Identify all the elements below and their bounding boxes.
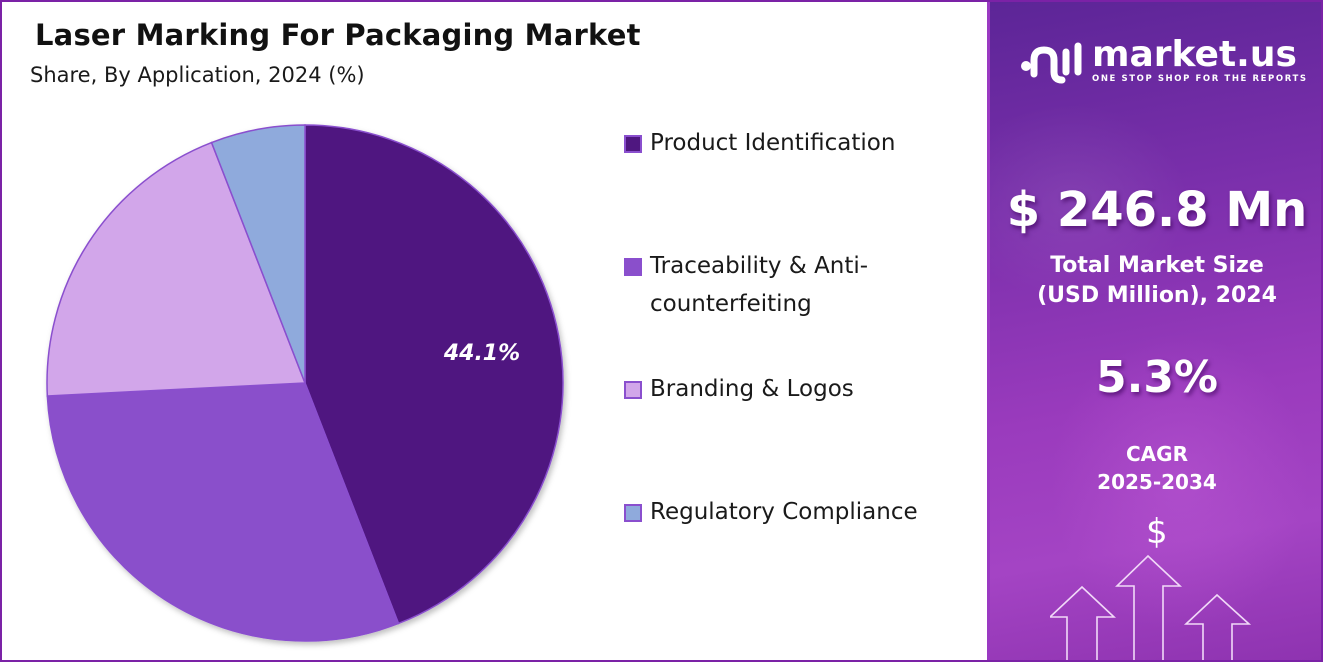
dollar-icon: $	[1146, 512, 1168, 552]
pie-slice-branding-logos	[46, 141, 307, 397]
legend-swatch-icon	[624, 135, 642, 153]
chart-title: Laser Marking For Packaging Market	[35, 18, 641, 52]
pie-chart: 44.1%	[42, 120, 568, 646]
legend-label: Regulatory Compliance	[650, 499, 918, 525]
cagr-label-line1: CAGR	[1126, 442, 1188, 466]
legend-item-branding: Branding & Logos	[624, 370, 970, 408]
market-size-label-line2: (USD Million), 2024	[1037, 283, 1277, 308]
legend-label: Product Identification	[650, 130, 896, 156]
pie-data-label: 44.1%	[443, 341, 520, 366]
legend-label: Branding & Logos	[650, 376, 854, 402]
market-size-label: Total Market Size (USD Million), 2024	[990, 251, 1321, 311]
pie-slice-regulatory-compliance	[210, 124, 306, 384]
market-size-value: $ 246.8 Mn	[1006, 182, 1308, 238]
legend-swatch-icon	[624, 504, 642, 522]
market-size-label-line1: Total Market Size	[1050, 253, 1264, 278]
chart-subtitle: Share, By Application, 2024 (%)	[30, 63, 365, 87]
legend-label: Traceability & Anti-counterfeiting	[650, 253, 869, 317]
cagr-value: 5.3%	[1095, 352, 1219, 403]
background-decoration	[1050, 332, 1310, 632]
cagr-label-line2: 2025-2034	[1097, 470, 1217, 494]
summary-panel: market.us ONE STOP SHOP FOR THE REPORTS …	[987, 2, 1321, 660]
legend-swatch-icon	[624, 381, 642, 399]
brand-tagline: ONE STOP SHOP FOR THE REPORTS	[1092, 74, 1308, 84]
cagr-label: CAGR 2025-2034	[990, 440, 1321, 496]
pie-slice-product-identification	[304, 124, 564, 625]
pie-slice-traceability-anti-counterfeiting	[46, 382, 400, 642]
logo-icon	[1021, 42, 1082, 84]
legend-item-regulatory: Regulatory Compliance	[624, 493, 970, 531]
legend-swatch-icon	[624, 258, 642, 276]
legend-item-product-identification: Product Identification	[624, 124, 970, 162]
background-decoration	[990, 102, 1190, 302]
growth-arrows-icon	[1050, 554, 1252, 660]
brand-logo: market.us ONE STOP SHOP FOR THE REPORTS	[1020, 34, 1308, 84]
brand-name: market.us	[1092, 34, 1297, 75]
legend-item-traceability: Traceability & Anti-counterfeiting	[624, 247, 920, 323]
pie-chart-svg: 44.1%	[46, 124, 564, 642]
